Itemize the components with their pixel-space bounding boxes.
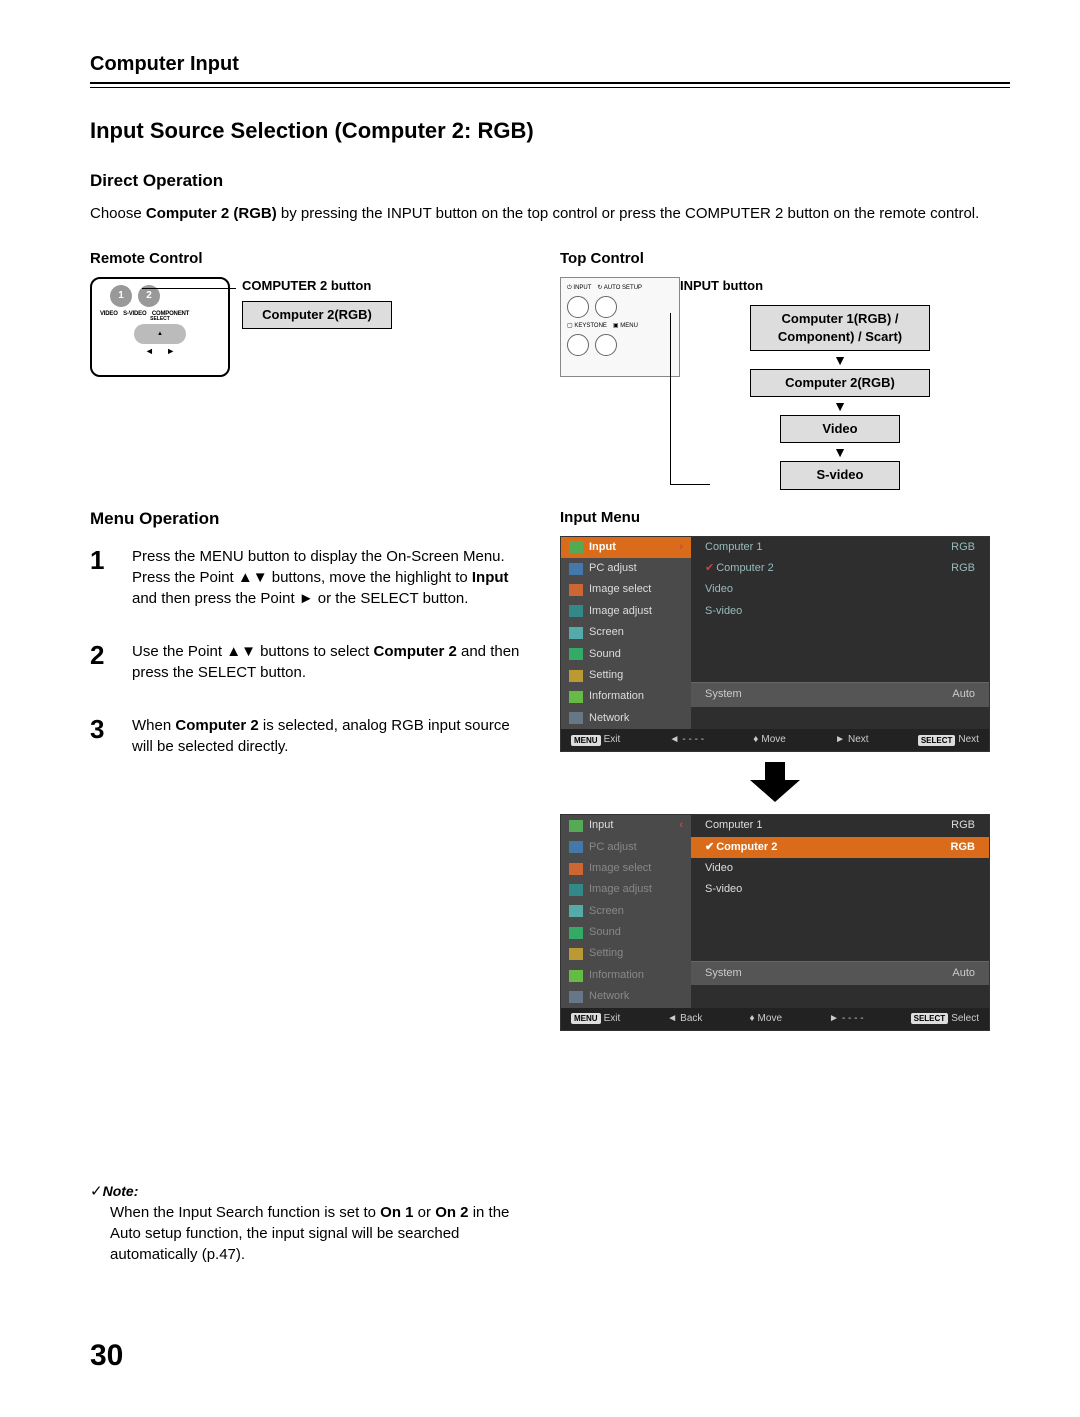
- step-1: 1 Press the MENU button to display the O…: [90, 542, 530, 609]
- remote-control-heading: Remote Control: [90, 248, 530, 269]
- remote-control-diagram: 1 2 VIDEO S-VIDEO COMPONENT SELECT ▲ ◄ ►: [90, 277, 230, 377]
- flow-box-svideo: S-video: [780, 461, 900, 489]
- note-section: ✓Note: When the Input Search function is…: [90, 1181, 1010, 1265]
- direct-operation-heading: Direct Operation: [90, 169, 1010, 193]
- menu-operation-heading: Menu Operation: [90, 507, 530, 531]
- input-button-label: INPUT button: [680, 277, 763, 295]
- remote-select-btn: SELECT ▲: [134, 324, 186, 344]
- flow-box-video: Video: [780, 415, 900, 443]
- down-arrow-icon: [560, 762, 990, 808]
- flow-box-computer2: Computer 2(RGB): [750, 369, 930, 397]
- top-control-heading: Top Control: [560, 248, 1010, 269]
- input-flow-diagram: Computer 1(RGB) / Component) / Scart) ▼ …: [710, 305, 970, 490]
- page-number: 30: [90, 1335, 1010, 1377]
- flow-box-computer1: Computer 1(RGB) / Component) / Scart): [750, 305, 930, 351]
- osd-screenshot-2: Input‹ PC adjust Image select Image adju…: [560, 814, 990, 1031]
- step-3: 3 When Computer 2 is selected, analog RG…: [90, 711, 530, 757]
- divider: [90, 87, 1010, 88]
- input-menu-heading: Input Menu: [560, 507, 990, 528]
- direct-operation-text: Choose Computer 2 (RGB) by pressing the …: [90, 203, 1010, 224]
- remote-btn-1: 1: [110, 285, 132, 307]
- page-title: Input Source Selection (Computer 2: RGB): [90, 116, 1010, 147]
- section-header: Computer Input: [90, 50, 1010, 84]
- osd-screenshot-1: Input› PC adjust Image select Image adju…: [560, 536, 990, 753]
- computer2-button-label: COMPUTER 2 button: [242, 277, 392, 295]
- top-control-panel: ⏻ INPUT↻ AUTO SETUP ▢ KEYSTONE▣ MENU: [560, 277, 680, 377]
- computer2-rgb-box: Computer 2(RGB): [242, 301, 392, 329]
- step-2: 2 Use the Point ▲▼ buttons to select Com…: [90, 637, 530, 683]
